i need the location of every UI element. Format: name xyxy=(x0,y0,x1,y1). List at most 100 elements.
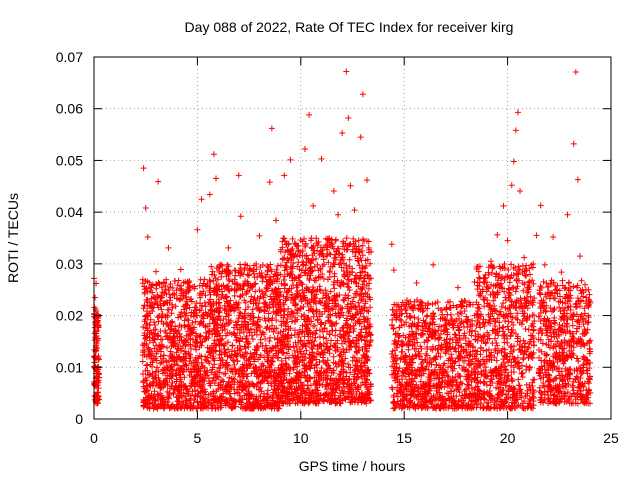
data-point xyxy=(165,306,172,313)
data-point xyxy=(525,326,532,333)
data-point xyxy=(172,303,179,310)
data-point xyxy=(146,279,153,286)
data-point xyxy=(163,312,170,319)
data-point xyxy=(151,319,158,326)
data-point xyxy=(263,325,270,332)
data-point xyxy=(169,379,176,386)
data-point xyxy=(257,336,264,343)
data-point xyxy=(158,293,165,300)
data-point xyxy=(145,392,152,399)
data-point xyxy=(281,311,288,318)
data-point xyxy=(158,306,165,313)
data-point xyxy=(160,280,167,287)
data-point xyxy=(147,316,154,323)
data-point xyxy=(156,313,163,320)
data-point xyxy=(174,282,181,289)
data-point xyxy=(169,401,176,408)
data-point xyxy=(164,299,171,306)
data-point xyxy=(196,382,203,389)
data-point xyxy=(274,262,281,269)
data-point xyxy=(187,312,194,319)
data-point xyxy=(173,367,180,374)
chart-title: Day 088 of 2022, Rate Of TEC Index for r… xyxy=(185,19,514,35)
data-point xyxy=(166,385,173,392)
data-point xyxy=(166,375,173,382)
data-point xyxy=(187,405,194,412)
data-point xyxy=(179,357,186,364)
data-point xyxy=(337,260,344,267)
data-point xyxy=(187,330,194,337)
data-point xyxy=(175,277,182,284)
data-point xyxy=(161,398,168,405)
data-point xyxy=(180,368,187,375)
data-point xyxy=(162,365,169,372)
data-point xyxy=(274,293,281,300)
data-point xyxy=(332,327,339,334)
data-point xyxy=(182,382,189,389)
data-point xyxy=(190,362,197,369)
data-point xyxy=(161,289,168,296)
data-point xyxy=(172,383,179,390)
data-point xyxy=(160,405,167,412)
data-point xyxy=(504,323,511,330)
data-point xyxy=(157,343,164,350)
data-point xyxy=(453,317,460,324)
data-point xyxy=(364,271,371,278)
data-point xyxy=(185,279,192,286)
data-point xyxy=(179,343,186,350)
data-point xyxy=(178,378,185,385)
data-point xyxy=(194,334,201,341)
data-point xyxy=(165,287,172,294)
data-point xyxy=(359,242,366,249)
data-point xyxy=(143,334,150,341)
data-point xyxy=(178,292,185,299)
data-point xyxy=(515,376,522,383)
data-point xyxy=(190,403,197,410)
data-point xyxy=(159,394,166,401)
data-point xyxy=(316,333,323,340)
data-point xyxy=(172,278,179,285)
data-point xyxy=(207,291,214,298)
data-point xyxy=(173,287,180,294)
data-point xyxy=(199,363,206,370)
data-point xyxy=(169,284,176,291)
data-point xyxy=(191,342,198,349)
data-point xyxy=(202,292,209,299)
data-point xyxy=(151,401,158,408)
data-point xyxy=(175,345,182,352)
data-point xyxy=(530,342,537,349)
data-point xyxy=(173,376,180,383)
data-point xyxy=(140,323,147,330)
data-point xyxy=(415,315,422,322)
data-point xyxy=(224,261,231,268)
data-point xyxy=(149,378,156,385)
data-point xyxy=(154,332,161,339)
data-point xyxy=(179,368,186,375)
data-point xyxy=(389,306,396,313)
data-point xyxy=(164,388,171,395)
data-point xyxy=(185,287,192,294)
data-point xyxy=(144,396,151,403)
data-point xyxy=(197,399,204,406)
data-point xyxy=(153,357,160,364)
data-point xyxy=(499,324,506,331)
data-point xyxy=(146,352,153,359)
data-point xyxy=(198,342,205,349)
data-point xyxy=(155,346,162,353)
data-point xyxy=(343,235,350,242)
data-point xyxy=(185,321,192,328)
data-point xyxy=(197,276,204,283)
data-point xyxy=(317,320,324,327)
data-point xyxy=(190,313,197,320)
data-point xyxy=(197,394,204,401)
data-point xyxy=(195,390,202,397)
data-point xyxy=(264,387,271,394)
data-point xyxy=(424,337,431,344)
data-point xyxy=(411,314,418,321)
data-point xyxy=(94,345,101,352)
data-point xyxy=(156,381,163,388)
data-point xyxy=(176,382,183,389)
data-point xyxy=(154,405,161,412)
data-point xyxy=(167,320,174,327)
data-point xyxy=(150,293,157,300)
